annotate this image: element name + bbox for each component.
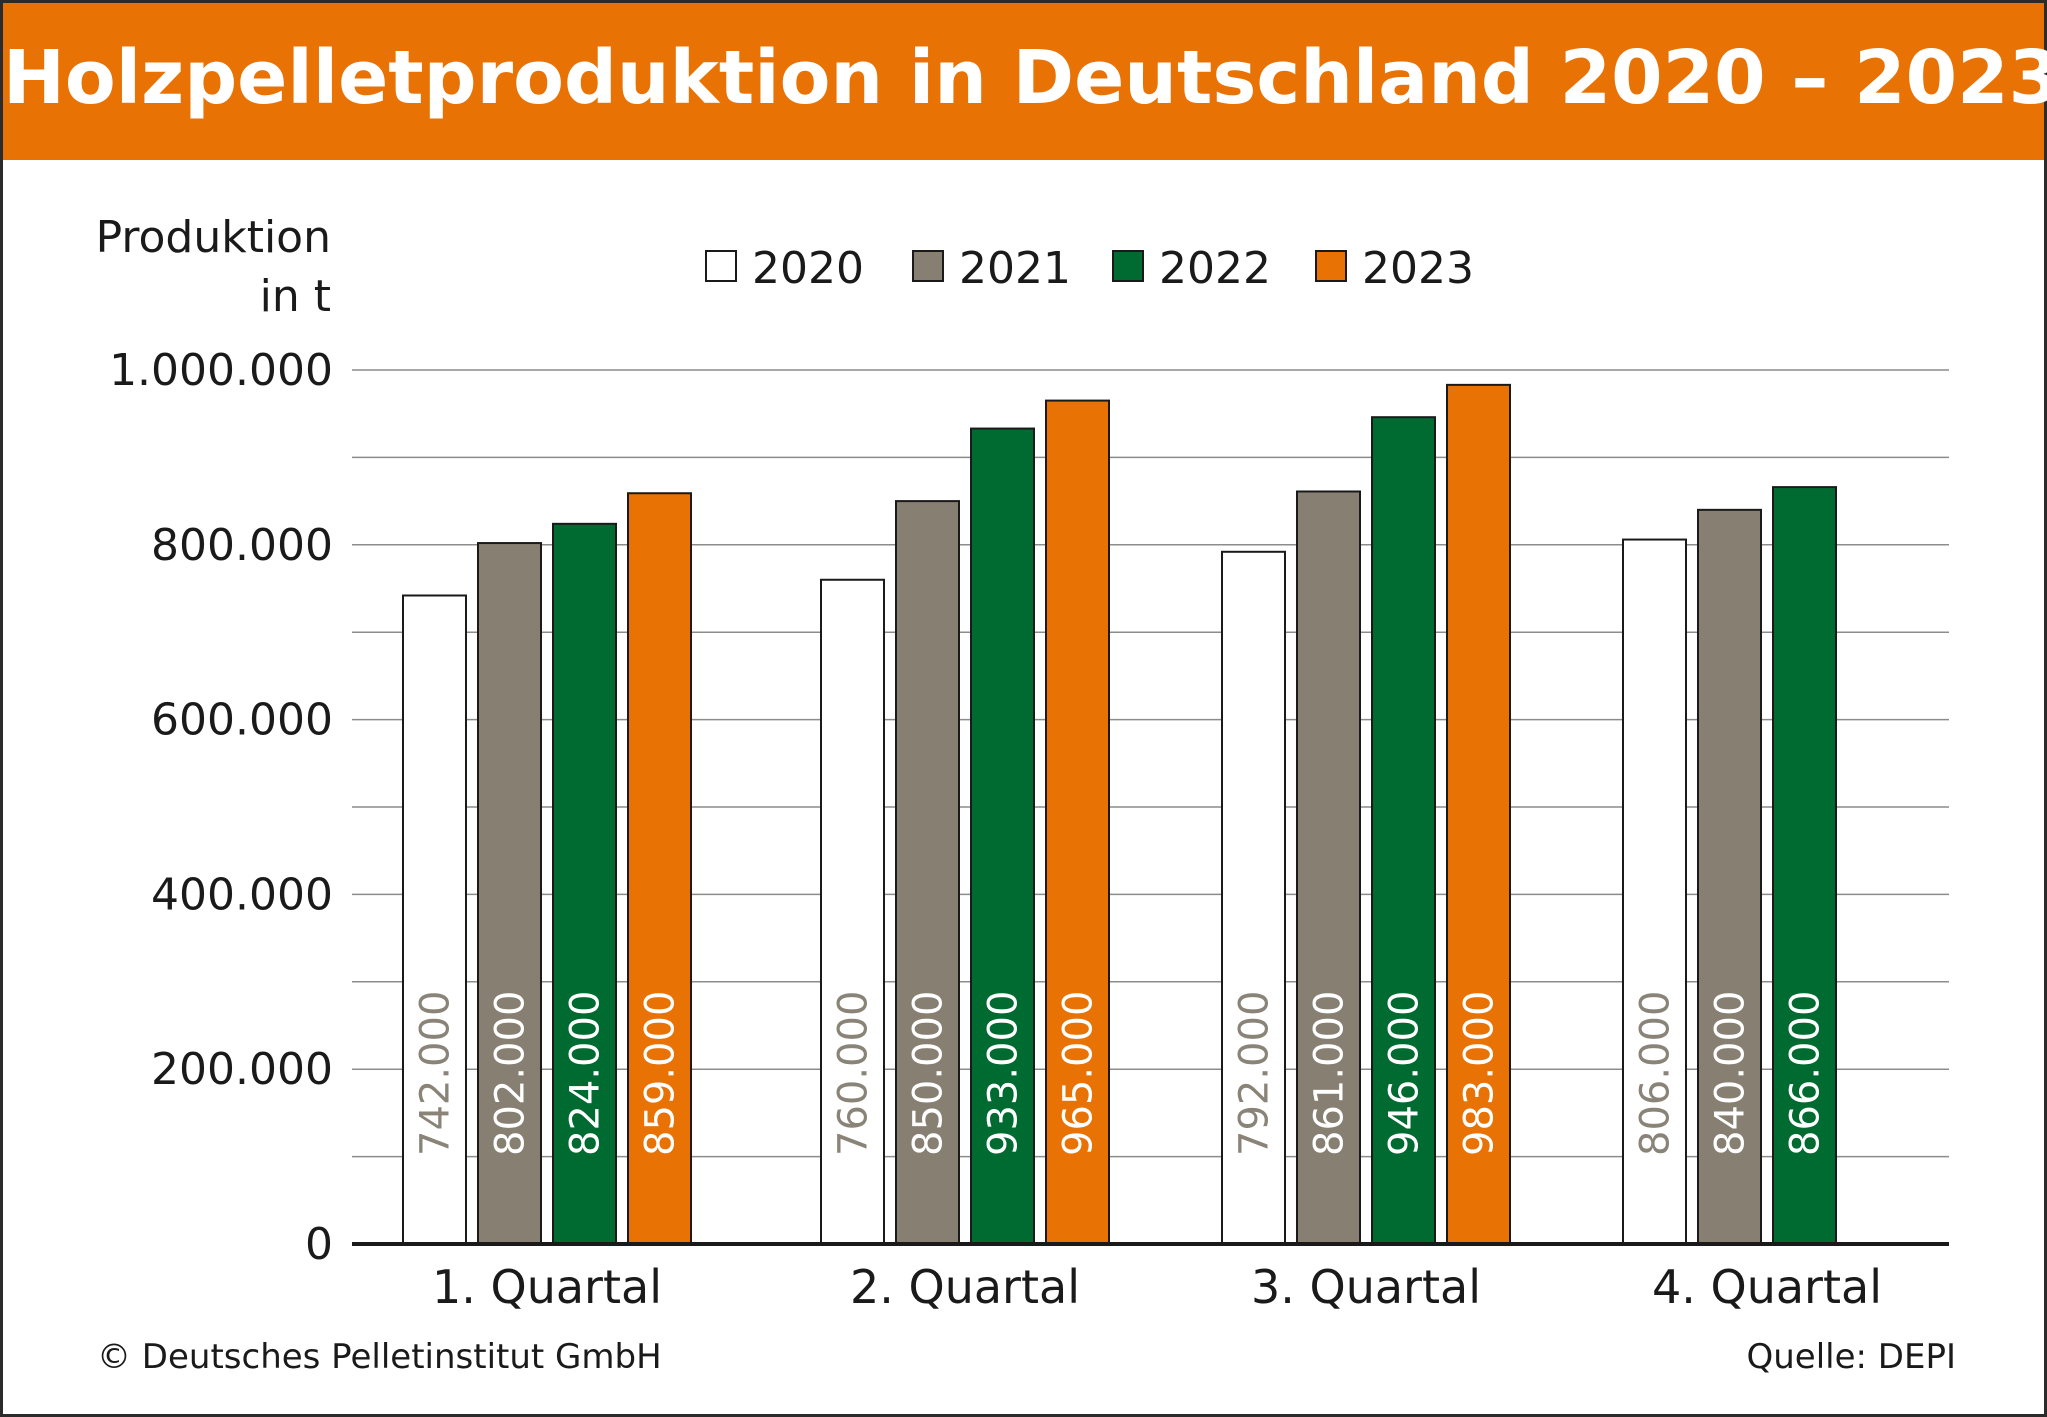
chart-title: Holzpelletproduktion in Deutschland 2020… bbox=[3, 35, 2047, 121]
source-note: Quelle: DEPI bbox=[1746, 1337, 1957, 1377]
bar-value-label: 983.000 bbox=[1457, 991, 1503, 1156]
bar bbox=[1446, 383, 1511, 1246]
legend-swatch bbox=[1315, 250, 1347, 282]
x-category-label: 4. Quartal bbox=[1652, 1260, 1882, 1314]
x-category-label: 1. Quartal bbox=[432, 1260, 662, 1314]
bar bbox=[1221, 550, 1286, 1245]
y-axis-label-line-2: in t bbox=[260, 271, 331, 322]
legend-label: 2021 bbox=[959, 243, 1071, 294]
bar-value-label: 806.000 bbox=[1633, 991, 1679, 1156]
bar-value-label: 742.000 bbox=[413, 991, 459, 1156]
legend-label: 2020 bbox=[752, 243, 864, 294]
bar-value-label: 965.000 bbox=[1056, 991, 1102, 1156]
y-tick-label: 1.000.000 bbox=[109, 345, 333, 396]
bar-value-label: 840.000 bbox=[1708, 991, 1754, 1156]
bar bbox=[970, 427, 1035, 1246]
x-category-label: 2. Quartal bbox=[850, 1260, 1080, 1314]
legend-swatch bbox=[705, 250, 737, 282]
bar-value-label: 933.000 bbox=[981, 991, 1027, 1156]
y-tick-label: 200.000 bbox=[151, 1044, 333, 1095]
bar-value-label: 792.000 bbox=[1232, 991, 1278, 1156]
bar-chart: 742.000 802.000 824.000 859.000 760.000 850.0… bbox=[96, 212, 1949, 1314]
legend: 2020 2021 2022 2023 bbox=[705, 243, 1474, 294]
bar-value-label: 824.000 bbox=[563, 991, 609, 1156]
x-category-label: 3. Quartal bbox=[1251, 1260, 1481, 1314]
bar bbox=[820, 578, 885, 1245]
bars: 742.000 802.000 824.000 859.000 760.000 850.0… bbox=[402, 383, 1837, 1246]
y-tick-label: 600.000 bbox=[151, 695, 333, 746]
title-banner: Holzpelletproduktion in Deutschland 2020… bbox=[3, 3, 2047, 160]
legend-label: 2022 bbox=[1159, 243, 1271, 294]
bar-value-label: 946.000 bbox=[1382, 991, 1428, 1156]
bar bbox=[1296, 490, 1361, 1245]
bar bbox=[1697, 508, 1762, 1245]
bar bbox=[627, 492, 692, 1245]
y-tick-label: 0 bbox=[305, 1219, 333, 1270]
y-tick-label: 800.000 bbox=[151, 520, 333, 571]
axes: 0 200.000 400.000 600.000 800.000 1.000.000 1.… bbox=[109, 345, 1949, 1314]
copyright-note: © Deutsches Pelletinstitut GmbH bbox=[97, 1337, 662, 1377]
bar-value-label: 802.000 bbox=[488, 991, 534, 1156]
legend-label: 2023 bbox=[1362, 243, 1474, 294]
bar-value-label: 850.000 bbox=[906, 991, 952, 1156]
legend-swatch bbox=[912, 250, 944, 282]
bar bbox=[1371, 416, 1436, 1246]
y-tick-label: 400.000 bbox=[151, 869, 333, 920]
bar-value-label: 866.000 bbox=[1783, 991, 1829, 1156]
bar-value-label: 859.000 bbox=[638, 991, 684, 1156]
legend-swatch bbox=[1112, 250, 1144, 282]
y-axis-label-line-1: Produktion bbox=[96, 212, 331, 263]
bar bbox=[1622, 538, 1687, 1245]
bar bbox=[1772, 486, 1837, 1245]
bar bbox=[895, 500, 960, 1246]
bar-value-label: 760.000 bbox=[831, 991, 877, 1156]
bar-value-label: 861.000 bbox=[1307, 991, 1353, 1156]
